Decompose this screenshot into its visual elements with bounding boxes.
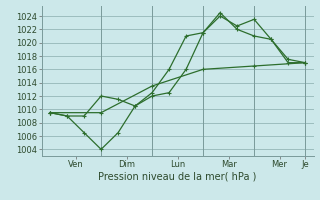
X-axis label: Pression niveau de la mer( hPa ): Pression niveau de la mer( hPa ) [99,172,257,182]
